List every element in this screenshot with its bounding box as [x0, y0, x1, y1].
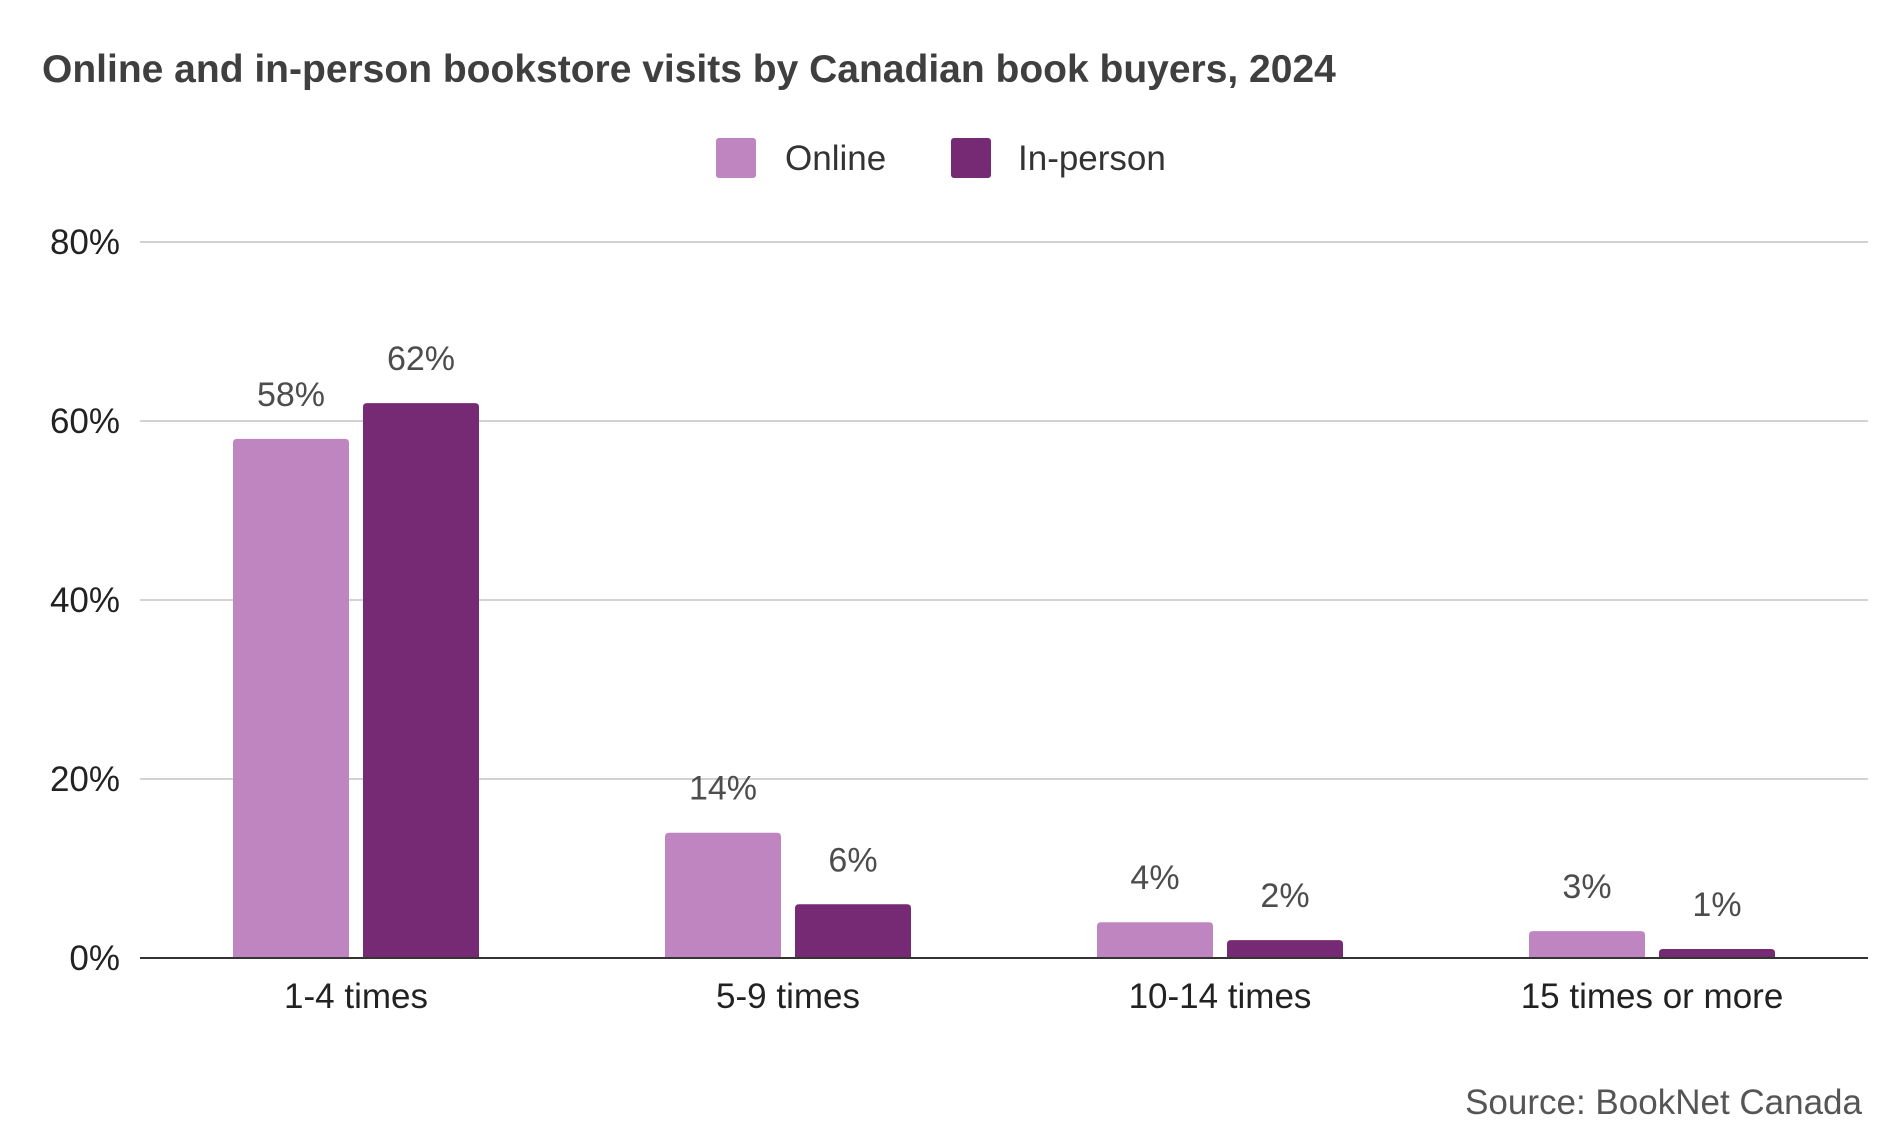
- bar-in-person: [1227, 940, 1343, 958]
- y-tick-label: 20%: [50, 760, 120, 799]
- x-tick-label: 15 times or more: [1521, 977, 1784, 1016]
- x-tick-label: 5-9 times: [716, 977, 860, 1016]
- legend-label-in-person: In-person: [1018, 139, 1166, 178]
- bar-online: [1097, 922, 1213, 958]
- data-label: 1%: [1692, 886, 1741, 924]
- x-tick-label: 10-14 times: [1129, 977, 1312, 1016]
- bar-online: [1529, 931, 1645, 958]
- data-label: 62%: [387, 340, 455, 378]
- y-tick-label: 80%: [50, 223, 120, 262]
- data-label: 6%: [828, 841, 877, 879]
- y-tick-label: 0%: [69, 939, 120, 978]
- data-label: 14%: [689, 770, 757, 808]
- legend-swatch-in-person: [951, 138, 991, 178]
- data-label: 4%: [1130, 859, 1179, 897]
- bar-online: [665, 832, 781, 958]
- data-label: 3%: [1562, 868, 1611, 906]
- legend: Online In-person: [716, 138, 1166, 178]
- legend-label-online: Online: [785, 139, 886, 178]
- x-axis: 1-4 times 5-9 times 10-14 times 15 times or…: [140, 957, 1868, 1016]
- y-tick-label: 40%: [50, 581, 120, 620]
- y-axis: 0% 20% 40% 60% 80%: [50, 223, 120, 978]
- data-label: 2%: [1260, 877, 1309, 915]
- legend-swatch-online: [716, 138, 756, 178]
- bar-in-person: [363, 403, 479, 959]
- bar-in-person: [795, 904, 911, 958]
- bar-in-person: [1659, 949, 1775, 958]
- bars: 58% 62% 14% 6% 4% 2% 3% 1%: [233, 340, 1775, 959]
- y-tick-label: 60%: [50, 402, 120, 441]
- data-label: 58%: [257, 376, 325, 414]
- source-note: Source: BookNet Canada: [1465, 1083, 1862, 1122]
- bar-online: [233, 438, 349, 958]
- chart-title: Online and in-person bookstore visits by…: [42, 48, 1336, 91]
- x-tick-label: 1-4 times: [284, 977, 428, 1016]
